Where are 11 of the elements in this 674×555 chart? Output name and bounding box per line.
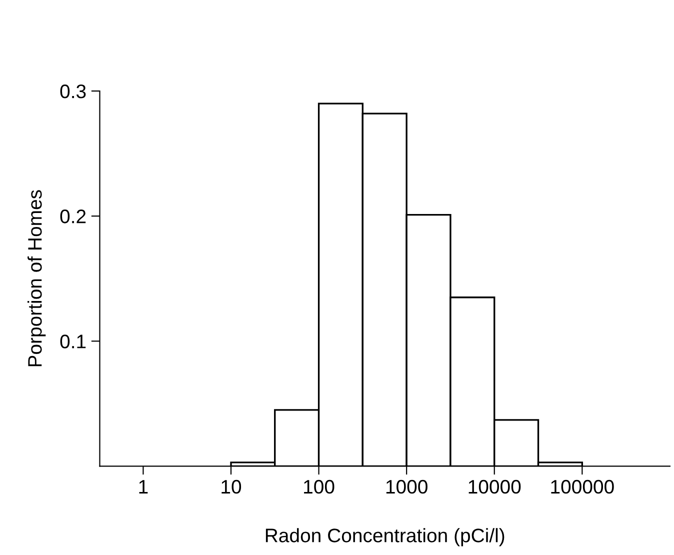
- y-axis-title: Porportion of Homes: [28, 190, 46, 366]
- x-tick-label: 1000: [386, 480, 428, 494]
- y-tick-label: 0.2: [60, 210, 86, 224]
- x-axis-title: Radon Concentration (pCi/l): [266, 528, 504, 546]
- x-tick-label: 100000: [551, 480, 614, 494]
- x-tick-label: 10000: [468, 480, 521, 494]
- x-tick-label: 1: [139, 480, 148, 494]
- x-tick-label: 10: [222, 480, 242, 494]
- y-tick-label: 0.3: [60, 84, 86, 98]
- y-tick-label: 0.1: [60, 334, 86, 348]
- x-tick-label: 100: [304, 480, 334, 494]
